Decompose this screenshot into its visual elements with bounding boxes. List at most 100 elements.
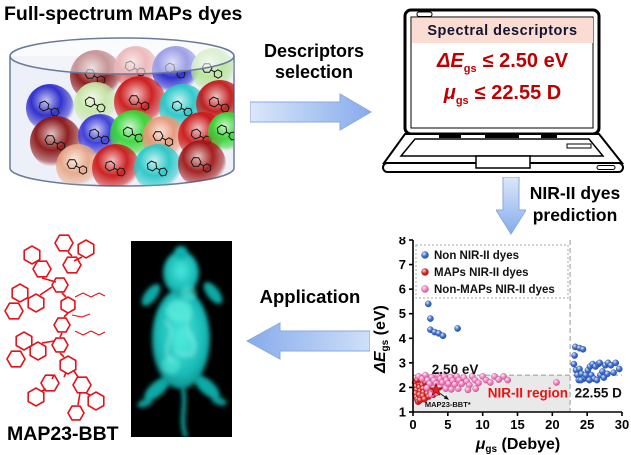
ring bbox=[59, 355, 77, 375]
data-point bbox=[423, 384, 431, 392]
formula-subscript: gs bbox=[463, 63, 477, 75]
ring bbox=[27, 387, 45, 407]
y-axis-title: ΔEgs (eV) bbox=[372, 305, 391, 374]
mouse-nir2-fluorescence-image bbox=[131, 241, 232, 437]
map23-bbt-star-marker bbox=[428, 382, 444, 396]
molecule-sketch bbox=[190, 128, 202, 140]
molecule-sketch bbox=[96, 103, 106, 113]
y-tick-label: 5 bbox=[399, 306, 406, 321]
data-point bbox=[585, 376, 593, 384]
data-point bbox=[439, 332, 447, 340]
formula-condition: ≤ 22.55 D bbox=[474, 82, 562, 104]
y-tick-label: 2 bbox=[399, 380, 406, 395]
molecule-sketch bbox=[190, 157, 202, 167]
molecule-sketch bbox=[100, 135, 110, 145]
molecule-sketch bbox=[84, 96, 96, 108]
data-point bbox=[504, 376, 511, 384]
y-tick-label: 4 bbox=[399, 331, 407, 346]
molecule-sketch bbox=[50, 107, 60, 117]
plot-legend: Non NIR-II dyes MAPs NIR-II dyes Non-MAPs … bbox=[415, 244, 569, 299]
molecule-sketch bbox=[116, 167, 126, 177]
data-point bbox=[612, 359, 619, 367]
molecule-sketch bbox=[78, 165, 88, 175]
molecule-sketch bbox=[146, 160, 158, 172]
legend-marker bbox=[421, 268, 429, 276]
formula-symbol: ΔE bbox=[436, 50, 464, 72]
x-tick-label: 30 bbox=[615, 417, 629, 432]
data-point bbox=[593, 376, 601, 384]
y-tick-label: 3 bbox=[399, 355, 406, 370]
ring bbox=[53, 317, 71, 333]
step-label-line: NIR-II dyes bbox=[529, 183, 621, 203]
molecule-sketch bbox=[38, 100, 50, 112]
x-tick-label: 0 bbox=[409, 417, 416, 432]
data-point bbox=[579, 346, 587, 353]
plot-annotation: 22.55 D bbox=[575, 385, 623, 400]
dye-bubble bbox=[208, 112, 234, 152]
series-2 bbox=[415, 371, 560, 399]
data-point bbox=[454, 325, 461, 332]
legend-label: Non NIR-II dyes bbox=[434, 250, 519, 262]
step-descriptors-selection: Descriptors selection bbox=[246, 41, 382, 83]
data-point bbox=[472, 385, 479, 392]
molecule-sketch bbox=[152, 131, 164, 141]
molecule-sketch bbox=[66, 159, 78, 169]
data-point bbox=[448, 386, 455, 393]
step-nir2-prediction: NIR-II dyes prediction bbox=[518, 182, 631, 226]
ring bbox=[51, 337, 69, 353]
molecule-sketch bbox=[228, 131, 234, 141]
legend-label: Non-MAPs NIR-II dyes bbox=[434, 284, 555, 296]
molecule-sketch bbox=[128, 95, 140, 105]
data-point bbox=[610, 369, 617, 376]
data-point bbox=[495, 376, 502, 383]
criterion-dipole-moment: μgs ≤ 22.55 D bbox=[412, 82, 593, 107]
molecule-label: MAP23-BBT bbox=[7, 423, 119, 445]
plot-annotation: 2.50 eV bbox=[432, 362, 479, 377]
ring bbox=[40, 374, 60, 392]
data-point bbox=[442, 385, 449, 392]
data-point bbox=[577, 376, 585, 384]
data-point bbox=[615, 365, 623, 373]
legend-marker bbox=[421, 285, 429, 293]
data-point bbox=[571, 352, 578, 359]
molecule-sketch bbox=[158, 167, 168, 177]
dye-flask-illustration bbox=[9, 37, 235, 187]
step-application: Application bbox=[259, 286, 361, 307]
series-0 bbox=[425, 300, 623, 384]
legend-marker bbox=[421, 251, 429, 259]
plot-annotation: MAP23-BBT* bbox=[425, 400, 471, 409]
step-label-line: selection bbox=[274, 62, 354, 82]
molecule-sketch bbox=[134, 133, 144, 143]
webcam-icon bbox=[416, 11, 433, 17]
x-tick-label: 5 bbox=[444, 417, 451, 432]
data-point bbox=[500, 373, 507, 380]
y-tick-label: 7 bbox=[399, 257, 406, 272]
data-point bbox=[475, 379, 482, 387]
x-tick-label: 15 bbox=[510, 417, 524, 432]
molecule-sketch bbox=[171, 100, 183, 112]
ring bbox=[32, 260, 52, 278]
legend-label: MAPs NIR-II dyes bbox=[434, 267, 529, 279]
ring bbox=[27, 293, 45, 313]
y-tick-label: 6 bbox=[399, 282, 406, 297]
molecule-sketch bbox=[44, 135, 56, 145]
formula-subscript: gs bbox=[455, 95, 469, 107]
ring bbox=[67, 405, 85, 421]
data-point bbox=[425, 300, 432, 308]
molecule-sketch bbox=[88, 128, 100, 140]
ring bbox=[60, 296, 76, 314]
data-point bbox=[553, 379, 560, 386]
ring bbox=[11, 283, 29, 303]
formula-symbol: μ bbox=[443, 82, 456, 104]
scatter-plot: 2.50 eV 22.55 D NIR-II region MAP23-BBT* Non… bbox=[372, 237, 629, 455]
molecule-sketch bbox=[104, 160, 116, 172]
map23-bbt-structure-illustration bbox=[4, 234, 106, 421]
arrow-left-icon bbox=[246, 322, 370, 360]
ring bbox=[29, 341, 47, 361]
data-point bbox=[570, 360, 578, 368]
ring bbox=[6, 350, 26, 368]
ring bbox=[23, 245, 41, 265]
ring bbox=[4, 302, 24, 320]
keyboard-area bbox=[399, 138, 605, 157]
dye-bubble bbox=[74, 82, 118, 126]
